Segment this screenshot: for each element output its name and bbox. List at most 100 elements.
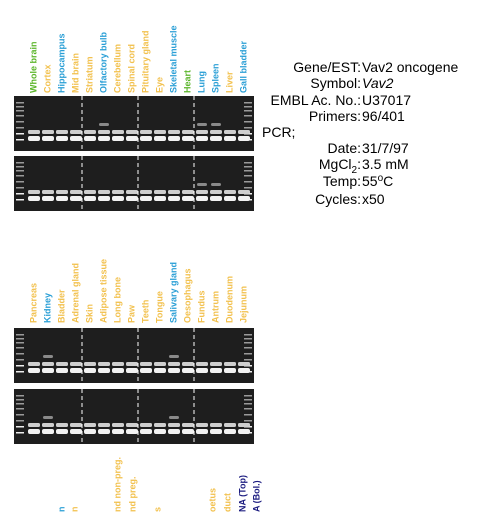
ladder-band bbox=[244, 420, 252, 422]
lane-label: Lung bbox=[196, 71, 206, 93]
lane-label: Duodenum bbox=[224, 276, 234, 323]
gel-band bbox=[112, 196, 124, 201]
lane-label: Spinal cord bbox=[126, 44, 136, 93]
ladder-band bbox=[244, 170, 252, 172]
lane-label: Eye bbox=[154, 77, 164, 93]
gel-band bbox=[224, 429, 236, 434]
ladder-band bbox=[16, 162, 24, 164]
gel-band bbox=[154, 130, 166, 134]
ladder-band bbox=[16, 359, 24, 361]
gel-band bbox=[210, 190, 222, 194]
ladder-band bbox=[244, 110, 252, 112]
gel-band bbox=[182, 136, 194, 141]
ladder-band bbox=[16, 102, 24, 104]
gel-band bbox=[42, 368, 54, 373]
lane-label: oetus bbox=[207, 488, 217, 512]
gel-band bbox=[56, 362, 68, 366]
lane-label: Skeletal muscle bbox=[168, 25, 178, 93]
gel-image bbox=[14, 156, 254, 211]
ladder-band bbox=[16, 414, 24, 416]
gel-band bbox=[56, 190, 68, 194]
lane-label: nd preg. bbox=[127, 477, 137, 512]
gel-image bbox=[14, 389, 254, 444]
lane-label: n bbox=[56, 507, 66, 512]
gel-band bbox=[224, 190, 236, 194]
lane-label: Spleen bbox=[210, 63, 220, 93]
gel-band bbox=[98, 130, 110, 134]
gel-band bbox=[28, 368, 40, 373]
gel-band bbox=[196, 190, 208, 194]
gel-band bbox=[224, 130, 236, 134]
lane-label: Olfactory bulb bbox=[98, 31, 108, 93]
gel-band bbox=[126, 423, 138, 427]
gel-band bbox=[126, 196, 138, 201]
gel-band bbox=[42, 423, 54, 427]
lane-label: nd non-preg. bbox=[112, 457, 122, 512]
ladder-band bbox=[244, 175, 252, 177]
info-label: Date: bbox=[328, 140, 361, 156]
gel-band bbox=[112, 190, 124, 194]
ladder-band bbox=[16, 399, 24, 401]
gel-band bbox=[182, 368, 194, 373]
gel-band bbox=[42, 196, 54, 201]
gel-band bbox=[70, 190, 82, 194]
gel-band bbox=[43, 416, 53, 419]
ladder-band bbox=[244, 353, 252, 355]
ladder-band bbox=[16, 403, 24, 405]
gel-band bbox=[70, 196, 82, 201]
info-value: U37017 bbox=[362, 92, 411, 108]
gel-band bbox=[84, 190, 96, 194]
gel-band bbox=[126, 190, 138, 194]
lane-label: Pancreas bbox=[28, 283, 38, 323]
info-label: Symbol: bbox=[310, 75, 361, 91]
gel-band bbox=[84, 423, 96, 427]
ladder-band bbox=[16, 426, 24, 428]
gel-band bbox=[56, 429, 68, 434]
gel-band bbox=[28, 423, 40, 427]
gel-band bbox=[197, 123, 207, 126]
lane-label: Skin bbox=[84, 304, 94, 323]
info-value: 31/7/97 bbox=[362, 140, 409, 156]
ladder-band bbox=[16, 334, 24, 336]
gel-band bbox=[70, 130, 82, 134]
gel-band bbox=[196, 423, 208, 427]
gel-band bbox=[98, 423, 110, 427]
gel-band bbox=[224, 368, 236, 373]
gel-band bbox=[210, 130, 222, 134]
ladder-band bbox=[244, 166, 252, 168]
ladder-band bbox=[16, 166, 24, 168]
gel-band bbox=[140, 429, 152, 434]
info-label: Cycles: bbox=[315, 191, 361, 207]
gel-band bbox=[210, 368, 222, 373]
gel-band bbox=[168, 196, 180, 201]
ladder-band bbox=[16, 133, 24, 135]
lane-label: Long bone bbox=[112, 277, 122, 323]
ladder-band bbox=[16, 338, 24, 340]
lane-label: Adipose tissue bbox=[98, 259, 108, 323]
gel-band bbox=[168, 429, 180, 434]
lane-label: Adrenal gland bbox=[70, 263, 80, 323]
gel-band bbox=[98, 190, 110, 194]
lane-label: NA (Top) bbox=[237, 475, 247, 512]
gel-band bbox=[42, 362, 54, 366]
ladder-band bbox=[16, 342, 24, 344]
ladder-band bbox=[244, 399, 252, 401]
ladder-band bbox=[244, 359, 252, 361]
ladder-band bbox=[16, 420, 24, 422]
gel-band bbox=[126, 368, 138, 373]
ladder-band bbox=[16, 175, 24, 177]
lane-label: Oesophagus bbox=[182, 268, 192, 323]
lane-label: Gall bladder bbox=[238, 40, 248, 93]
ladder-band bbox=[244, 395, 252, 397]
gel-band bbox=[238, 190, 250, 194]
gel-band bbox=[224, 423, 236, 427]
info-value-part: 55 bbox=[362, 173, 378, 189]
ladder-band bbox=[16, 408, 24, 410]
lane-label: s bbox=[152, 507, 162, 512]
gel-band bbox=[238, 196, 250, 201]
gel-band bbox=[182, 429, 194, 434]
gel-band bbox=[112, 136, 124, 141]
gel-band bbox=[42, 429, 54, 434]
gel-band bbox=[126, 362, 138, 366]
